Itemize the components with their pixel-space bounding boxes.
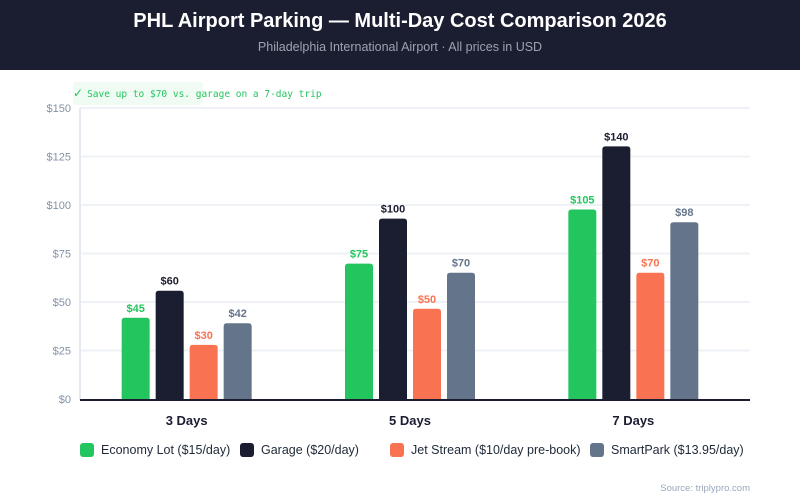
bar xyxy=(636,272,665,399)
chart-header: PHL Airport Parking — Multi-Day Cost Com… xyxy=(0,0,800,70)
y-tick-label: $75 xyxy=(53,249,71,261)
y-tick-label: $125 xyxy=(47,152,71,164)
bar-value-label: $75 xyxy=(350,249,368,261)
x-tick-label: 5 Days xyxy=(389,413,431,428)
bar-value-label: $70 xyxy=(452,258,470,270)
legend-item: Garage ($20/day) xyxy=(240,443,359,457)
legend-item: Economy Lot ($15/day) xyxy=(80,443,230,457)
legend-item: SmartPark ($13.95/day) xyxy=(590,443,744,457)
bar xyxy=(447,272,475,399)
legend-swatch xyxy=(590,443,604,457)
x-tick-label: 7 Days xyxy=(612,413,654,428)
y-tick-label: $25 xyxy=(53,346,71,358)
bars xyxy=(121,146,699,399)
bar xyxy=(602,146,631,399)
y-axis-ticks: $0 $25 $50 $75 $100 $125 $150 xyxy=(47,103,71,406)
bar xyxy=(155,290,184,399)
y-tick-label: $0 xyxy=(59,394,71,406)
savings-callout-text: ✓ Save up to $70 vs. garage on a 7-day tr… xyxy=(73,86,322,100)
bar-value-label: $98 xyxy=(675,207,693,219)
bar-value-label: $60 xyxy=(160,276,178,288)
legend-label: Economy Lot ($15/day) xyxy=(101,443,231,457)
legend-label: Jet Stream ($10/day pre-book) xyxy=(411,443,581,457)
savings-callout-label: Save up to $70 vs. garage on a 7-day tri… xyxy=(87,89,322,100)
bar xyxy=(189,344,218,399)
y-tick-label: $50 xyxy=(53,297,71,309)
legend-swatch xyxy=(390,443,404,457)
bar-value-label: $100 xyxy=(381,204,405,216)
chart-subtitle: Philadelphia International Airport · All… xyxy=(257,40,543,54)
savings-callout xyxy=(73,82,203,105)
legend-label: SmartPark ($13.95/day) xyxy=(611,443,744,457)
legend-swatch xyxy=(240,443,254,457)
y-tick-label: $150 xyxy=(47,103,71,115)
bar-value-label: $45 xyxy=(126,303,144,315)
x-axis-ticks: 3 Days 5 Days 7 Days xyxy=(166,413,655,428)
bar-value-label: $140 xyxy=(604,131,628,143)
check-icon: ✓ xyxy=(73,86,84,100)
legend-label: Garage ($20/day) xyxy=(261,443,359,457)
chart-title: PHL Airport Parking — Multi-Day Cost Com… xyxy=(133,10,667,32)
x-tick-label: 3 Days xyxy=(166,413,208,428)
bar xyxy=(413,308,441,399)
source-credit: Source: triplypro.com xyxy=(660,483,750,494)
bar-value-label: $42 xyxy=(228,308,246,320)
bar-value-label: $105 xyxy=(570,195,594,207)
bar-value-label: $30 xyxy=(194,330,212,342)
bar xyxy=(223,323,252,399)
bar xyxy=(121,317,150,399)
bar-labels: $45 $60 $30 $42 $75 $100 $50 $70 $105 $140 $70 $98 xyxy=(126,131,693,341)
bar xyxy=(670,222,699,399)
y-tick-label: $100 xyxy=(47,200,71,212)
legend-swatch xyxy=(80,443,94,457)
bar xyxy=(345,263,373,399)
bar-value-label: $70 xyxy=(641,258,659,270)
bar xyxy=(568,209,597,399)
bar-value-label: $50 xyxy=(418,294,436,306)
bar xyxy=(379,218,407,399)
legend-item: Jet Stream ($10/day pre-book) xyxy=(390,443,581,457)
